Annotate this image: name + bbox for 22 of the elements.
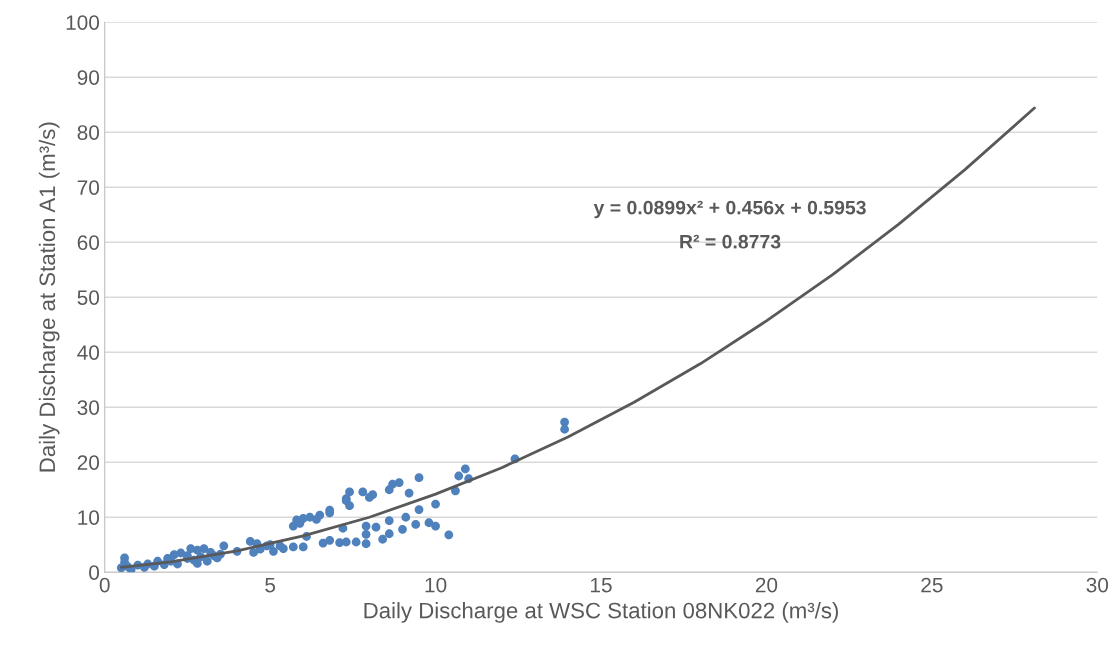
- y-tick-label: 20: [77, 455, 100, 470]
- y-tick-label: 100: [66, 15, 100, 30]
- y-tick-label: 0: [89, 565, 100, 580]
- annotation: R² = 0.8773: [680, 234, 781, 249]
- x-axis-title: Daily Discharge at WSC Station 08NK022 (m³/s): [364, 602, 838, 623]
- x-tick-label: 0: [99, 577, 110, 593]
- annotation: y = 0.0899x² + 0.456x + 0.5953: [593, 200, 866, 219]
- y-tick-label: 50: [77, 290, 100, 305]
- y-tick-label: 10: [78, 510, 100, 525]
- y-tick-label: 70: [77, 180, 100, 195]
- y-axis-title: Daily Discharge at Station A1 (m³/s): [38, 122, 60, 472]
- y-tick-label: 30: [77, 400, 100, 415]
- y-tick-label: 90: [77, 70, 100, 85]
- x-tick-label: 5: [265, 577, 276, 593]
- x-tick-label: 25: [921, 577, 943, 593]
- y-tick-label: 80: [77, 125, 100, 140]
- y-tick-label: 60: [77, 235, 100, 250]
- x-tick-label: 15: [591, 577, 612, 593]
- x-tick-label: 10: [425, 577, 447, 593]
- y-tick-label: 40: [77, 345, 100, 360]
- x-tick-label: 20: [755, 577, 778, 593]
- x-tick-label: 30: [1086, 577, 1109, 593]
